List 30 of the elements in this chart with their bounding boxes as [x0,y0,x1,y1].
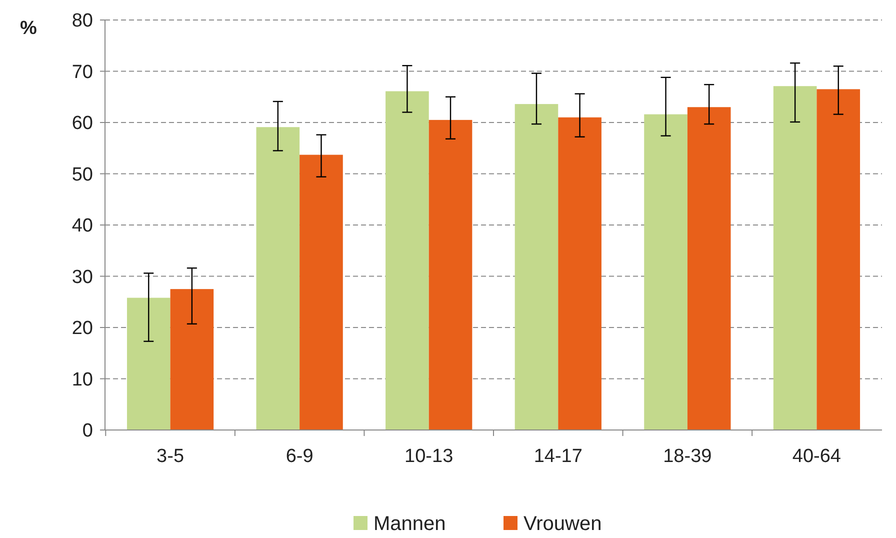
y-tick-label: 0 [82,420,93,442]
bar [170,289,214,430]
bar [514,104,558,430]
x-tick-label: 40-64 [792,446,842,467]
legend-label: Mannen [374,513,446,535]
x-tick-label: 18-39 [663,446,712,467]
bar [816,89,860,430]
bar [687,107,731,430]
y-tick-label: 50 [72,164,93,186]
y-tick-label: 10 [72,369,93,390]
bar [386,91,429,430]
y-tick-label: 80 [72,10,93,32]
y-tick-label: 30 [72,266,93,288]
bar [300,154,343,430]
y-tick-label: 70 [72,62,93,83]
y-tick-label: 60 [72,113,93,134]
x-tick-label: 6-9 [286,446,314,467]
legend-label: Vrouwen [524,513,602,535]
x-tick-label: 14-17 [534,446,582,467]
x-tick-label: 3-5 [156,446,184,467]
y-tick-label: 20 [72,318,93,340]
y-axis-title: % [20,18,37,39]
bar [428,120,472,430]
bar [644,114,688,430]
bar [256,127,300,430]
y-tick-label: 40 [72,216,93,237]
bar [558,117,602,430]
x-tick-label: 10-13 [404,446,454,467]
bar [126,298,170,430]
bar [773,86,817,430]
